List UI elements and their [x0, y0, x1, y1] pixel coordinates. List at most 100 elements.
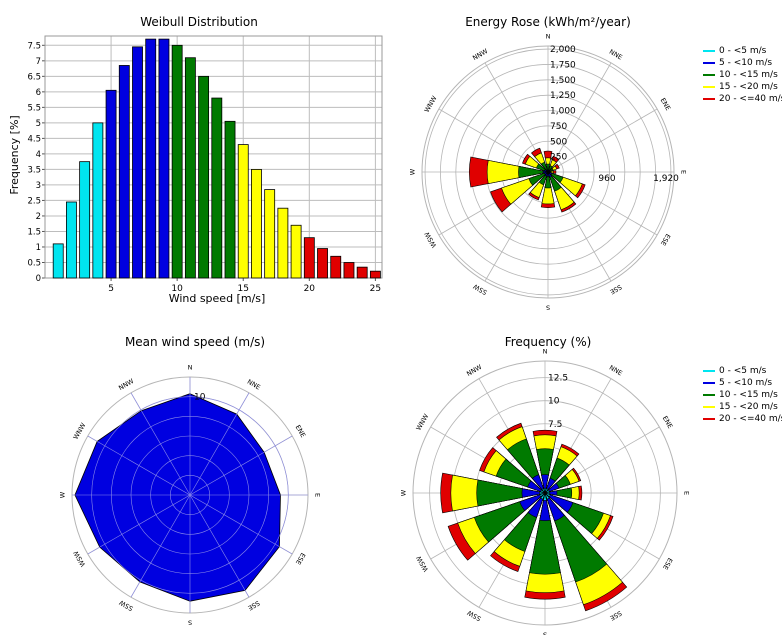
rose-sector — [541, 474, 549, 494]
polar-spoke — [547, 62, 612, 173]
weibull-bar — [251, 169, 262, 279]
direction-label: S — [188, 619, 192, 627]
weibull-ytick-label: 6.5 — [27, 72, 41, 82]
energy-radial-label: 750 — [550, 122, 567, 132]
direction-label: N — [543, 348, 548, 356]
weibull-bar — [171, 44, 183, 279]
legend-item: 15 - <20 m/s — [703, 401, 782, 413]
rose-sector — [544, 489, 550, 494]
legend-swatch — [703, 382, 715, 384]
frequency-radial-label: 10 — [548, 397, 560, 407]
weibull-bar — [369, 270, 381, 279]
legend-item: 0 - <5 m/s — [703, 365, 782, 377]
weibull-ytick-label: 2.5 — [27, 196, 41, 206]
direction-label: WNW — [415, 412, 431, 432]
mean-speed-spoke-overlay — [189, 494, 293, 555]
mean-speed-spoke-overlay — [189, 494, 250, 598]
rose-sector — [544, 487, 573, 499]
weibull-bar — [356, 266, 368, 279]
legend-top: 0 - <5 m/s 5 - <10 m/s 10 - <15 m/s 15 -… — [703, 45, 782, 105]
legend-item: 15 - <20 m/s — [703, 81, 782, 93]
mean-speed-spoke-overlay — [87, 435, 191, 496]
legend-item: 5 - <10 m/s — [703, 57, 782, 69]
weibull-bar — [290, 224, 302, 279]
frequency-radial-label: 12.5 — [548, 374, 568, 384]
rose-sector — [543, 492, 547, 501]
rose-sector — [547, 171, 553, 178]
rose-sector — [521, 488, 546, 498]
direction-label: WSW — [423, 230, 439, 249]
legend-item: 5 - <10 m/s — [703, 377, 782, 389]
weibull-bar — [52, 243, 64, 279]
legend-swatch — [703, 50, 715, 52]
direction-label: ENE — [659, 97, 672, 112]
rose-sector — [539, 492, 546, 498]
weibull-ytick-label: 3 — [36, 181, 41, 191]
weibull-xtick-label: 5 — [108, 284, 114, 294]
legend-item: 20 - <=40 m/s — [703, 413, 782, 425]
direction-label: SSE — [246, 599, 261, 612]
weibull-ytick-label: 0 — [36, 274, 41, 284]
rose-sector — [540, 161, 549, 173]
rose-sector — [544, 492, 574, 513]
weibull-ylabel: Frequency [%] — [8, 115, 21, 194]
direction-label: WSW — [414, 554, 430, 573]
rose-sector — [540, 492, 546, 500]
rose-sector — [527, 492, 546, 518]
weibull-ytick-label: 7.5 — [27, 41, 41, 51]
legend-label: 5 - <10 m/s — [719, 58, 773, 68]
weibull-ytick-label: 4 — [36, 150, 41, 160]
weibull-bar — [330, 255, 342, 279]
energy-radial-label: 1,750 — [550, 60, 576, 70]
direction-label: NNE — [246, 378, 262, 392]
rose-sector — [546, 171, 550, 177]
mean-speed-spoke-overlay — [189, 392, 250, 496]
direction-label: N — [546, 33, 551, 41]
rose-sector — [529, 492, 561, 575]
direction-label: NNE — [608, 364, 624, 378]
weibull-bar — [211, 97, 223, 279]
rose-sector — [544, 171, 549, 177]
weibull-bar — [277, 207, 289, 279]
weibull-bar — [303, 237, 315, 279]
direction-label: NNW — [465, 363, 483, 378]
direction-label: NNW — [471, 47, 489, 62]
direction-label: SSE — [608, 283, 623, 296]
legend-label: 10 - <15 m/s — [719, 390, 778, 400]
rose-sector — [528, 171, 549, 186]
energy-radial-label: 1,500 — [550, 76, 576, 86]
weibull-ytick-label: 6 — [36, 88, 41, 98]
mean-speed-radial-label: 10 — [194, 393, 206, 403]
rose-sector — [476, 479, 546, 507]
frequency-radial-label: 7.5 — [548, 420, 562, 430]
weibull-bar — [92, 122, 104, 279]
rose-sector — [527, 480, 546, 494]
weibull-title: Weibull Distribution — [140, 15, 258, 29]
direction-label: SSW — [117, 598, 134, 613]
direction-label: W — [59, 491, 67, 498]
rose-sector — [547, 171, 562, 192]
weibull-bar — [158, 38, 170, 279]
energy-radial-label: 500 — [550, 137, 567, 147]
mean-speed-spoke-overlay — [130, 392, 191, 496]
rose-sector — [546, 163, 550, 173]
weibull-bar — [317, 248, 328, 279]
rose-sector — [536, 448, 554, 494]
direction-label: W — [409, 168, 417, 175]
weibull-xtick-label: 10 — [171, 284, 183, 294]
weibull-bar — [66, 201, 77, 279]
energy-axis-label: 1,920 — [653, 174, 679, 184]
direction-label: SSW — [471, 282, 488, 297]
energy-radial-label: 250 — [550, 153, 567, 163]
energy-axis-label: 960 — [598, 174, 615, 184]
legend-swatch — [703, 98, 715, 100]
direction-label: E — [683, 491, 691, 495]
direction-label: NNE — [608, 48, 624, 62]
weibull-bar — [198, 75, 210, 279]
polar-spoke — [547, 108, 658, 173]
weibull-bar — [105, 89, 117, 279]
rose-sector — [541, 488, 546, 494]
legend-label: 20 - <=40 m/s — [719, 94, 782, 104]
weibull-bar — [184, 57, 196, 279]
rose-sector — [544, 492, 551, 498]
